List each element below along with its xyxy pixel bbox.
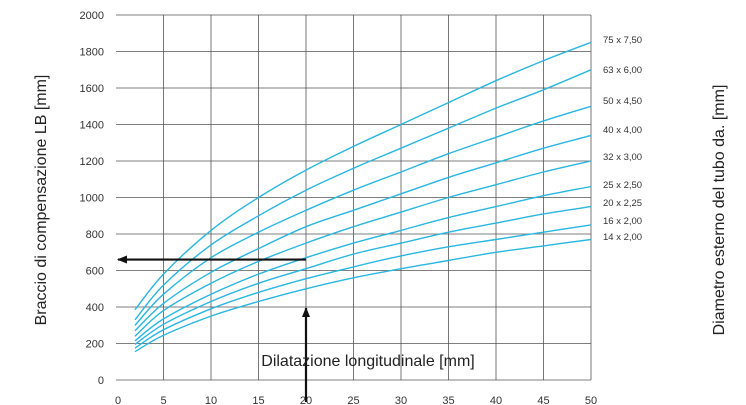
y-axis-label: Braccio di compensazione LB [mm] (33, 75, 50, 326)
x-tick-label: 10 (205, 395, 217, 405)
series-label: 40 x 4,00 (603, 125, 642, 136)
series-line (134, 224, 592, 349)
series-label: 63 x 6,00 (603, 65, 642, 76)
y-tick-label: 2000 (80, 10, 104, 22)
series-label: 16 x 2,00 (603, 216, 642, 227)
x-axis-ticks: 05101520253035404550 (115, 395, 597, 405)
x-tick-label: 0 (115, 395, 121, 405)
series-label: 25 x 2,50 (603, 180, 642, 191)
x-tick-label: 15 (252, 395, 264, 405)
series-line (134, 205, 592, 345)
y-tick-label: 1200 (80, 156, 104, 168)
series-label: 75 x 7,50 (603, 35, 642, 46)
y-tick-label: 200 (86, 339, 104, 351)
series-label: 50 x 4,50 (603, 96, 642, 107)
annotation-arrows (117, 255, 310, 402)
series-line (134, 69, 592, 321)
x-axis-label: Dilatazione longitudinale [mm] (261, 353, 474, 370)
x-tick-label: 50 (585, 395, 597, 405)
series-label: 20 x 2,25 (603, 198, 642, 209)
series-line (134, 238, 592, 353)
series-label: 14 x 2,00 (603, 232, 642, 243)
series-line (134, 41, 592, 311)
x-tick-label: 25 (347, 395, 359, 405)
x-tick-label: 45 (537, 395, 549, 405)
series-line (134, 160, 592, 337)
y-tick-label: 1800 (80, 47, 104, 59)
y-tick-label: 600 (86, 266, 104, 278)
x-tick-label: 5 (160, 395, 166, 405)
y2-axis-label: Diametro esterno del tubo da. [mm] (711, 85, 728, 336)
y-tick-label: 1000 (80, 193, 104, 205)
x-tick-label: 30 (395, 395, 407, 405)
series-line (134, 105, 592, 326)
y-tick-label: 400 (86, 302, 104, 314)
x-tick-label: 40 (490, 395, 502, 405)
y-tick-label: 1400 (80, 120, 104, 132)
series-label: 32 x 3,00 (603, 152, 642, 163)
series-line (134, 134, 592, 332)
y-tick-label: 800 (86, 229, 104, 241)
series-lines (134, 41, 592, 353)
x-tick-label: 35 (442, 395, 454, 405)
series-labels: 75 x 7,50 63 x 6,00 50 x 4,50 40 x 4,00 32 x… (603, 35, 642, 243)
y-tick-label: 0 (98, 375, 104, 387)
series-line (134, 185, 592, 342)
y-axis-ticks: 0 200 400 600 800 1000 1200 1400 1600 1800 2000 (80, 10, 104, 387)
y-tick-label: 1600 (80, 83, 104, 95)
